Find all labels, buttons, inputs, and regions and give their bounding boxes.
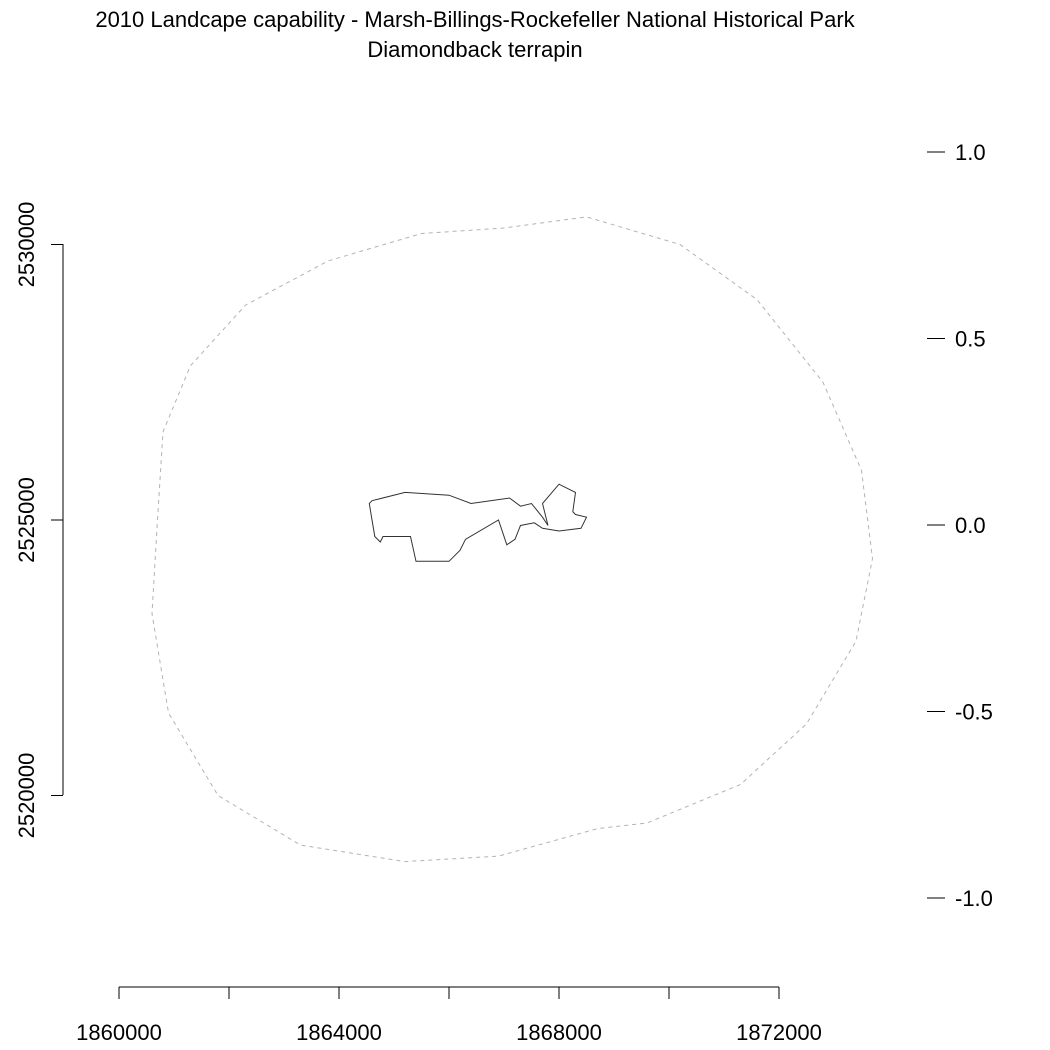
chart-title: 2010 Landcape capability - Marsh-Billing… (95, 7, 855, 32)
y-tick-label: 2520000 (14, 753, 39, 839)
x-tick-label: 1864000 (296, 1020, 382, 1045)
x-tick-label: 1872000 (736, 1020, 822, 1045)
y-axis: 2520000 2525000 2530000 (14, 202, 64, 839)
y-tick-label: 2530000 (14, 202, 39, 288)
x-tick-label: 1860000 (76, 1020, 162, 1045)
x-axis: 1860000 1864000 1868000 1872000 (76, 986, 822, 1045)
map-plot-area (151, 216, 874, 863)
legend-tick-label: 0.5 (955, 327, 986, 352)
legend-tick-label: -0.5 (955, 700, 993, 725)
legend-tick-label: -1.0 (955, 886, 993, 911)
chart-subtitle: Diamondback terrapin (367, 37, 582, 62)
park-boundary (368, 483, 588, 562)
buffer-outline (151, 216, 874, 863)
legend-scale-axis: 1.0 0.5 0.0 -0.5 -1.0 (927, 140, 993, 911)
legend-tick-label: 1.0 (955, 140, 986, 165)
x-tick-label: 1868000 (516, 1020, 602, 1045)
y-tick-label: 2525000 (14, 477, 39, 563)
legend-tick-label: 0.0 (955, 513, 986, 538)
